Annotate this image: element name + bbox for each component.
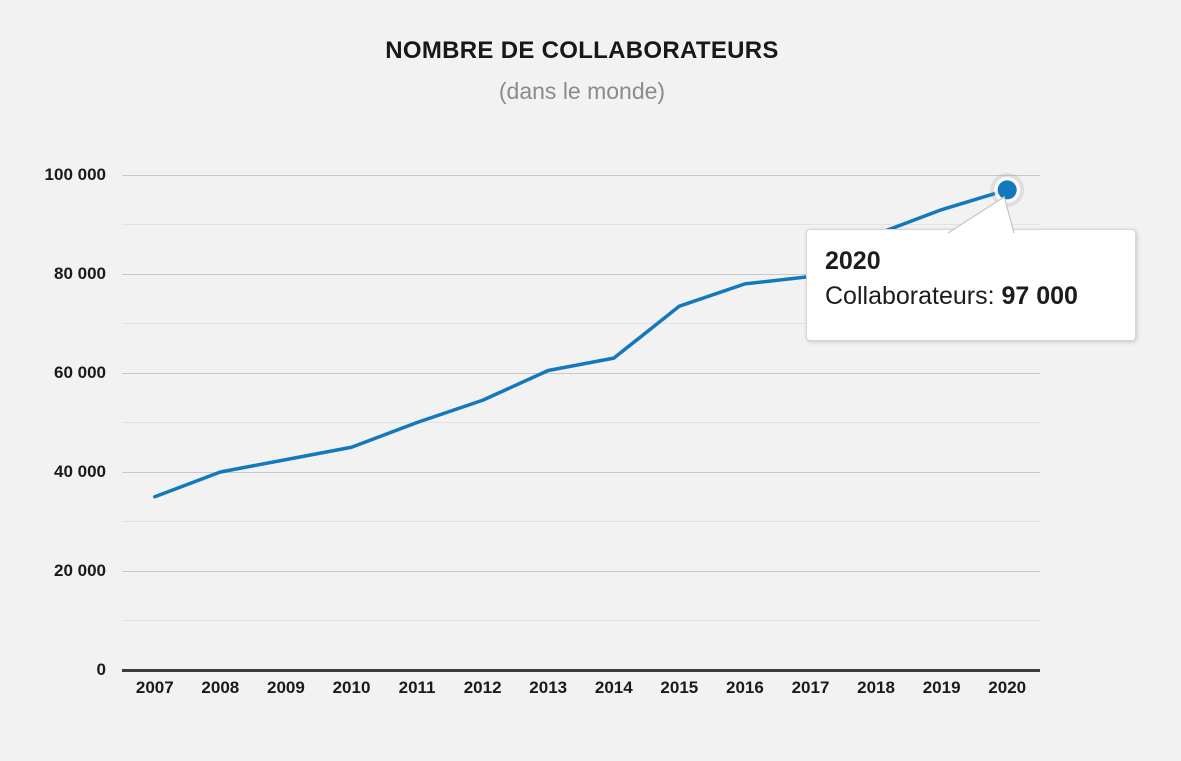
x-axis-label: 2013 [529,678,568,697]
tooltip-year: 2020 [825,247,881,275]
tooltip-callout [947,195,1015,234]
data-point-marker-2020[interactable] [997,180,1017,200]
marker-halo-outer [990,172,1025,207]
y-axis-label: 40 000 [54,462,106,481]
y-axis-label: 0 [96,660,106,679]
gridline-minor [122,422,1040,423]
x-axis-label: 2010 [332,678,371,697]
x-axis-label: 2020 [988,678,1027,697]
x-axis-line [122,668,1040,672]
x-axis-label: 2009 [267,678,305,697]
y-axis-label: 80 000 [54,264,106,283]
x-axis-label: 2017 [791,678,830,697]
chart-title: NOMBRE DE COLLABORATEURS [385,37,779,64]
tooltip: 2020 Collaborateurs: 97 000 [806,229,1136,341]
y-axis-label: 60 000 [54,363,106,382]
y-axis-label: 100 000 [44,165,106,184]
y-axis-label: 20 000 [54,561,106,580]
x-axis-label: 2019 [922,678,961,697]
gridline-major [122,570,1040,572]
x-axis-label: 2016 [726,678,764,697]
marker-halo-inner [994,176,1021,203]
x-axis-label: 2008 [201,678,240,697]
chart-subtitle: (dans le monde) [498,78,666,104]
x-axis-label: 2011 [398,678,436,697]
tooltip-series-line: Collaborateurs: 97 000 [825,278,1117,314]
gridline-major [122,471,1040,473]
x-axis-label: 2015 [660,678,699,697]
tooltip-series-label: Collaborateurs: [825,282,1002,310]
gridline-major [122,372,1040,374]
x-axis-label: 2012 [463,678,502,697]
gridline-minor [122,521,1040,522]
x-axis-label: 2007 [135,678,174,697]
tooltip-value: 97 000 [1001,282,1078,310]
gridline-minor [122,620,1040,621]
x-axis-label: 2014 [594,678,633,697]
gridline-major [122,174,1040,176]
gridline-minor [122,224,1040,225]
x-axis-label: 2018 [857,678,895,697]
